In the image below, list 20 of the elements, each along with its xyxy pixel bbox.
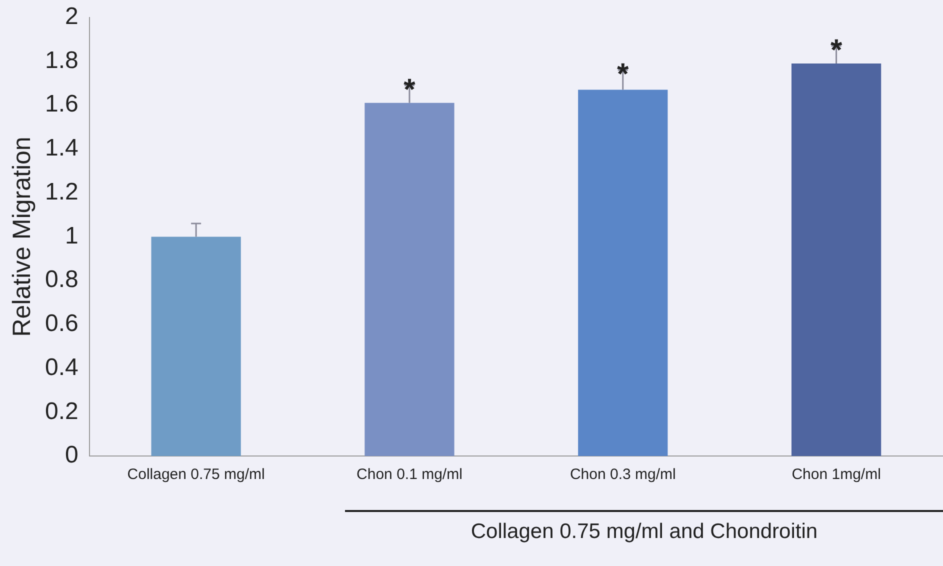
annotation: * [404, 73, 416, 106]
annotation: * [617, 58, 630, 92]
y-tick-label: 1.8 [44, 46, 78, 74]
y-tick-label: 0 [65, 442, 78, 469]
y-tick-label: 0.2 [44, 398, 78, 425]
y-tick-label: 0.8 [44, 266, 78, 294]
y-tick-label: 1.4 [44, 134, 78, 162]
y-tick-label: 2 [65, 3, 78, 30]
x-tick-label: Collagen 0.75 mg/ml [127, 466, 265, 484]
x-tick-label: Chon 0.1 mg/ml [356, 466, 462, 484]
annotation: * [830, 34, 842, 67]
y-tick-label: 0.6 [44, 310, 78, 338]
y-axis-title: Relative Migration [8, 136, 36, 337]
x-tick-label: Chon 0.3 mg/ml [570, 466, 676, 484]
x-tick-label: Chon 1mg/ml [792, 466, 881, 484]
text: Collagen 0.75 mg/ml and Chondroitin [470, 520, 818, 544]
y-tick-label: 0.4 [44, 354, 78, 381]
y-tick-label: 1 [65, 222, 78, 250]
y-tick-label: 1.2 [44, 178, 78, 206]
y-tick-label: 1.6 [44, 90, 78, 118]
